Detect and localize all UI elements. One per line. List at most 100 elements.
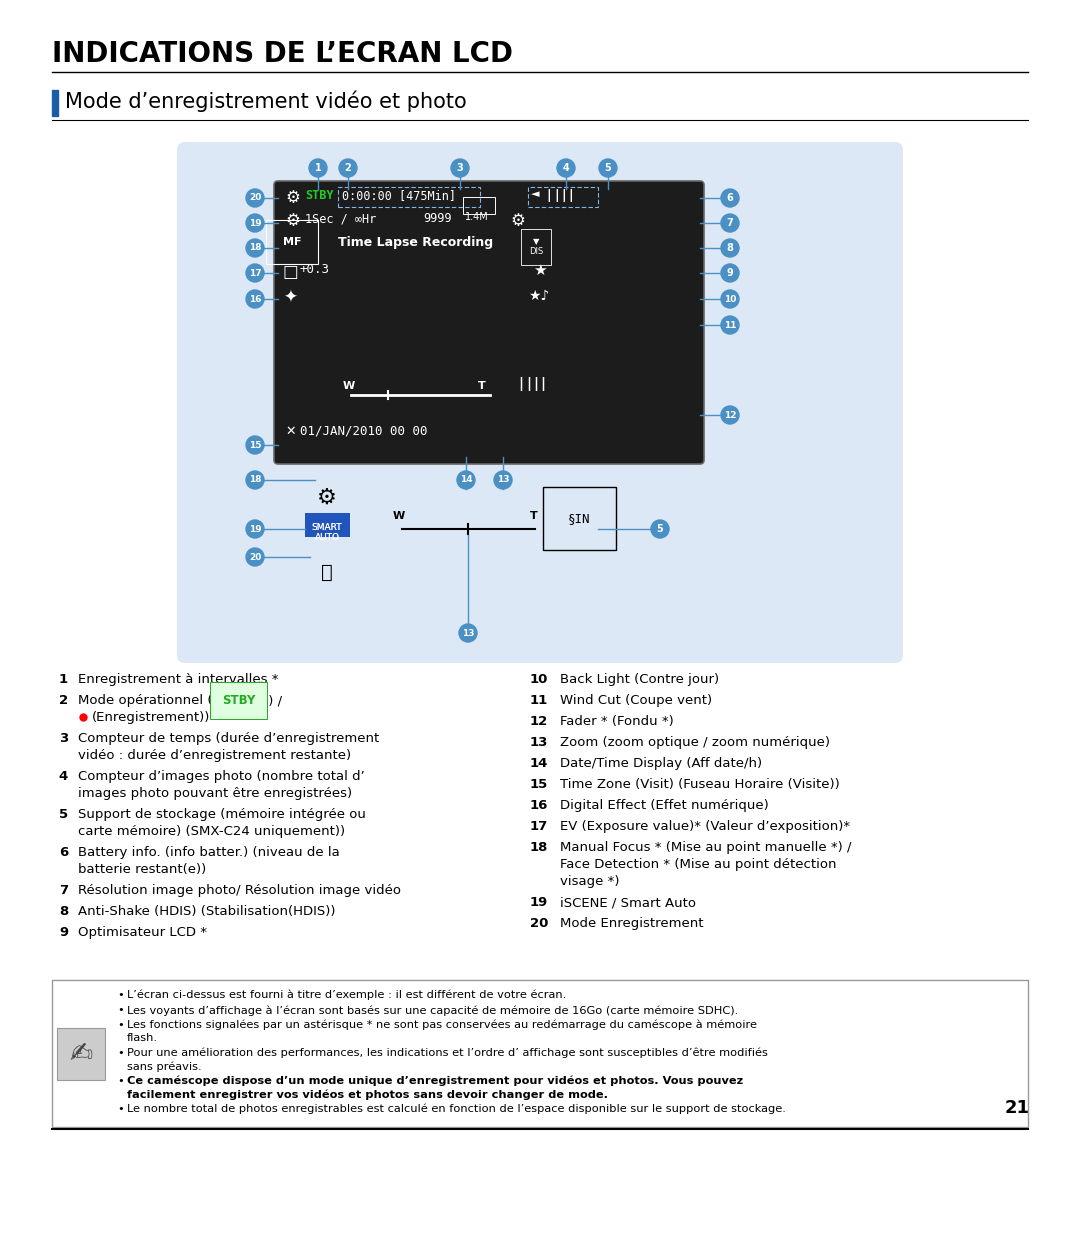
Text: 5: 5 <box>59 808 68 821</box>
Circle shape <box>721 316 739 333</box>
Text: Battery info. (info batter.) (niveau de la: Battery info. (info batter.) (niveau de … <box>78 846 340 860</box>
Text: 13: 13 <box>497 475 510 484</box>
Text: |: | <box>546 189 551 203</box>
Text: 9: 9 <box>59 926 68 939</box>
FancyBboxPatch shape <box>177 142 903 663</box>
FancyBboxPatch shape <box>274 182 704 464</box>
Text: EV (Exposure value)* (Valeur d’exposition)*: EV (Exposure value)* (Valeur d’expositio… <box>561 820 850 832</box>
Text: Les voyants d’affichage à l’écran sont basés sur une capacité de mémoire de 16Go: Les voyants d’affichage à l’écran sont b… <box>127 1005 739 1015</box>
Text: |: | <box>534 377 538 391</box>
Text: 16: 16 <box>248 294 261 304</box>
Text: ✕: ✕ <box>285 425 296 438</box>
Text: •: • <box>117 1104 124 1114</box>
Text: 8: 8 <box>58 905 68 918</box>
Text: •: • <box>117 1076 124 1086</box>
Text: 0:00:00 [475Min]: 0:00:00 [475Min] <box>342 189 456 203</box>
Text: 14: 14 <box>460 475 472 484</box>
Circle shape <box>246 520 264 538</box>
Text: AUTO: AUTO <box>314 534 339 542</box>
Text: ★: ★ <box>534 263 546 278</box>
Text: Date/Time Display (Aff date/h): Date/Time Display (Aff date/h) <box>561 757 762 769</box>
Text: 01/JAN/2010 00 00: 01/JAN/2010 00 00 <box>300 425 428 438</box>
Text: 20: 20 <box>248 194 261 203</box>
Circle shape <box>721 214 739 232</box>
Text: batterie restant(e)): batterie restant(e)) <box>78 863 206 876</box>
Text: flash.: flash. <box>127 1032 158 1044</box>
Text: Digital Effect (Effet numérique): Digital Effect (Effet numérique) <box>561 799 769 811</box>
Text: (Enregistrement)): (Enregistrement)) <box>92 711 211 724</box>
Text: 3: 3 <box>457 163 463 173</box>
Text: ▼
DIS: ▼ DIS <box>529 237 543 257</box>
Circle shape <box>246 214 264 232</box>
Circle shape <box>246 471 264 489</box>
Text: ✦: ✦ <box>283 289 297 308</box>
Text: Résolution image photo/ Résolution image vidéo: Résolution image photo/ Résolution image… <box>78 884 401 897</box>
Text: 18: 18 <box>248 243 261 252</box>
Text: iSCENE / Smart Auto: iSCENE / Smart Auto <box>561 897 696 909</box>
Text: 16: 16 <box>529 799 548 811</box>
Text: Les fonctions signalées par un astérisque * ne sont pas conservées au redémarrag: Les fonctions signalées par un astérisqu… <box>127 1020 757 1030</box>
Text: 12: 12 <box>530 715 548 727</box>
Circle shape <box>451 159 469 177</box>
Text: Time Lapse Recording: Time Lapse Recording <box>338 236 494 249</box>
Circle shape <box>721 189 739 207</box>
Text: Compteur de temps (durée d’enregistrement: Compteur de temps (durée d’enregistremen… <box>78 732 379 745</box>
Text: 4: 4 <box>58 769 68 783</box>
Text: 19: 19 <box>248 525 261 534</box>
Text: ✍: ✍ <box>69 1040 93 1067</box>
Circle shape <box>246 548 264 566</box>
Text: 18: 18 <box>248 475 261 484</box>
Text: carte mémoire) (SMX-C24 uniquement)): carte mémoire) (SMX-C24 uniquement)) <box>78 825 346 839</box>
Circle shape <box>599 159 617 177</box>
Text: 6: 6 <box>58 846 68 860</box>
Text: 18: 18 <box>529 841 548 853</box>
Text: facilement enregistrer vos vidéos et photos sans devoir changer de mode.: facilement enregistrer vos vidéos et pho… <box>127 1089 608 1099</box>
Circle shape <box>557 159 575 177</box>
Text: 10: 10 <box>724 294 737 304</box>
Text: 9: 9 <box>727 268 733 278</box>
Circle shape <box>721 240 739 257</box>
Circle shape <box>246 240 264 257</box>
Text: ★♪: ★♪ <box>528 289 550 303</box>
Text: •: • <box>117 1020 124 1030</box>
Text: §IN: §IN <box>568 513 591 525</box>
Text: 5: 5 <box>657 524 663 534</box>
Text: Manual Focus * (Mise au point manuelle *) /: Manual Focus * (Mise au point manuelle *… <box>561 841 851 853</box>
Text: STBY: STBY <box>305 189 334 203</box>
Text: 3: 3 <box>58 732 68 745</box>
Circle shape <box>246 436 264 454</box>
Text: 7: 7 <box>59 884 68 897</box>
Text: images photo pouvant être enregistrées): images photo pouvant être enregistrées) <box>78 787 352 800</box>
Text: ⚙: ⚙ <box>285 212 300 230</box>
Text: AUTO: AUTO <box>314 534 339 542</box>
Text: 20: 20 <box>529 918 548 930</box>
Text: 17: 17 <box>530 820 548 832</box>
Text: 1Sec / ∞Hr: 1Sec / ∞Hr <box>305 212 376 225</box>
Text: MF: MF <box>283 237 301 247</box>
Text: +0.3: +0.3 <box>300 263 330 275</box>
Text: 7: 7 <box>727 219 733 228</box>
Text: |: | <box>561 189 566 203</box>
Text: Mode opérationnel (: Mode opérationnel ( <box>78 694 213 706</box>
Text: 12: 12 <box>724 410 737 420</box>
Circle shape <box>339 159 357 177</box>
Text: Back Light (Contre jour): Back Light (Contre jour) <box>561 673 719 685</box>
Bar <box>305 513 350 537</box>
Text: ◄: ◄ <box>531 189 540 199</box>
Circle shape <box>459 624 477 642</box>
Text: 1: 1 <box>59 673 68 685</box>
Text: 1.4M: 1.4M <box>465 212 489 222</box>
Text: 19: 19 <box>530 897 548 909</box>
Text: Mode d’enregistrement vidéo et photo: Mode d’enregistrement vidéo et photo <box>65 90 467 111</box>
Text: Face Detection * (Mise au point détection: Face Detection * (Mise au point détectio… <box>561 858 837 871</box>
Text: 5: 5 <box>605 163 611 173</box>
Text: 2: 2 <box>345 163 351 173</box>
Text: Fader * (Fondu *): Fader * (Fondu *) <box>561 715 674 727</box>
Text: |: | <box>568 189 572 203</box>
Circle shape <box>651 520 669 538</box>
Text: 8: 8 <box>727 243 733 253</box>
Bar <box>463 198 495 214</box>
Text: Support de stockage (mémoire intégrée ou: Support de stockage (mémoire intégrée ou <box>78 808 366 821</box>
Text: Compteur d’images photo (nombre total d’: Compteur d’images photo (nombre total d’ <box>78 769 365 783</box>
Text: Le nombre total de photos enregistrables est calculé en fonction de l’espace dis: Le nombre total de photos enregistrables… <box>127 1104 786 1114</box>
